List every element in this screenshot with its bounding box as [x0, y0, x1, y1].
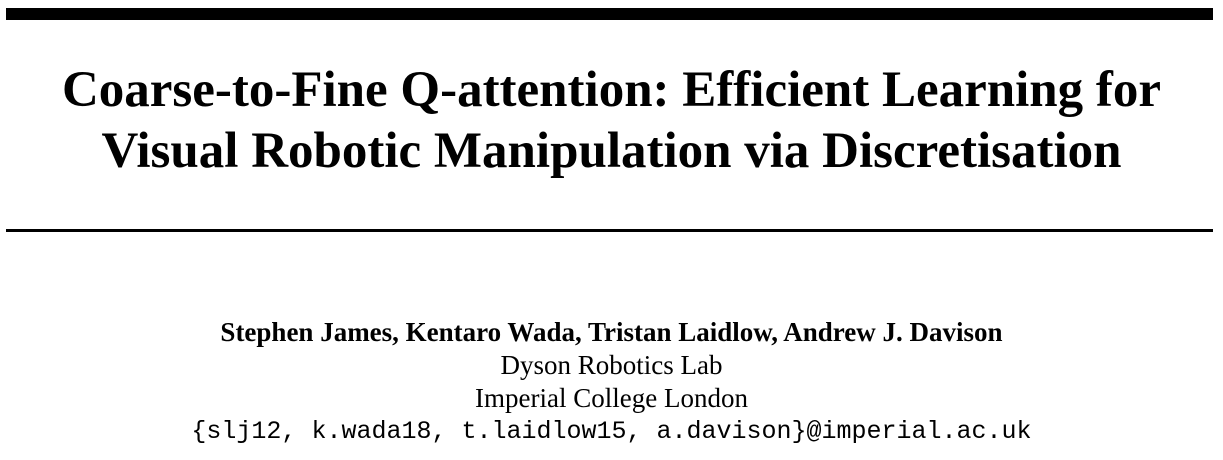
top-rule	[6, 8, 1213, 20]
author-block: Stephen James, Kentaro Wada, Tristan Lai…	[0, 315, 1223, 449]
affiliation-institution: Imperial College London	[475, 383, 748, 413]
paper-title: Coarse-to-Fine Q-attention: Efficient Le…	[0, 60, 1223, 182]
title-line-2: Visual Robotic Manipulation via Discreti…	[101, 123, 1122, 179]
title-line-1: Coarse-to-Fine Q-attention: Efficient Le…	[61, 62, 1162, 118]
bottom-rule	[6, 229, 1213, 232]
author-list: Stephen James, Kentaro Wada, Tristan Lai…	[220, 317, 1003, 347]
affiliation-lab: Dyson Robotics Lab	[500, 350, 723, 380]
author-emails: {slj12, k.wada18, t.laidlow15, a.davison…	[191, 417, 1032, 446]
